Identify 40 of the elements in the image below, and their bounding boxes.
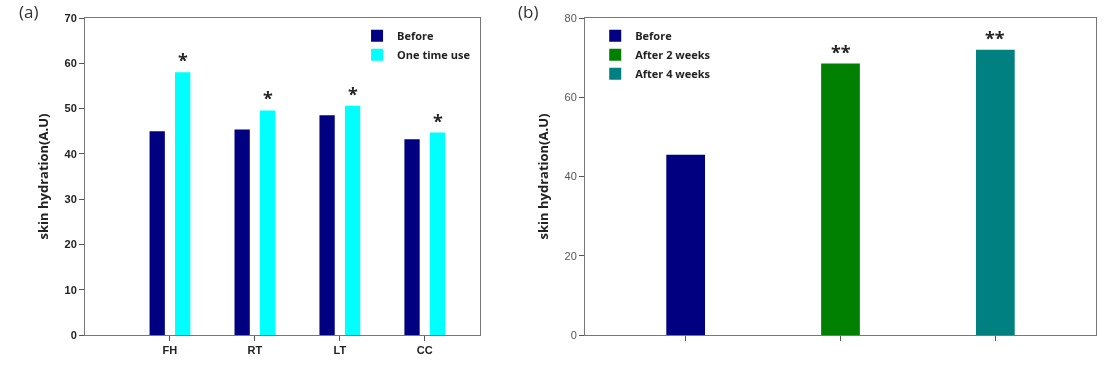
bar: [149, 131, 165, 335]
bar: [259, 110, 276, 335]
y-tick-label: 60: [564, 91, 577, 104]
y-axis-title: skin hydration(A.U): [34, 113, 53, 240]
y-axis-title: skin hydration(A.U): [534, 113, 553, 240]
bar: [344, 105, 361, 335]
legend-label: One time use: [397, 46, 471, 62]
legend-label: Before: [397, 27, 434, 43]
legend-label: After 4 weeks: [635, 65, 711, 81]
y-tick-label: 70: [64, 11, 77, 24]
annotation: *: [263, 86, 273, 110]
y-tick-label: 80: [564, 11, 577, 24]
bar: [234, 129, 250, 335]
annotation: **: [831, 40, 851, 64]
x-tick-label: FH: [162, 344, 178, 357]
y-tick-label: 40: [564, 170, 577, 183]
annotation: *: [348, 82, 358, 106]
y-tick-label: 50: [64, 102, 77, 115]
bar: [404, 139, 420, 335]
y-tick-label: 20: [64, 238, 77, 251]
y-tick-label: 30: [64, 192, 77, 205]
chart-title: (b): [518, 0, 539, 23]
bar: [175, 72, 191, 335]
annotation: *: [433, 109, 443, 133]
bar: [429, 132, 446, 335]
annotation: **: [985, 26, 1005, 50]
x-tick-label: LT: [333, 344, 347, 357]
y-tick-label: 60: [64, 57, 77, 70]
annotation: *: [178, 48, 188, 72]
x-tick-label: RT: [247, 344, 263, 357]
x-tick-label: CC: [416, 344, 433, 357]
y-tick-label: 20: [564, 249, 577, 262]
legend-label: Before: [635, 27, 673, 43]
legend-label: After 2 weeks: [635, 46, 711, 62]
y-tick-label: 0: [570, 328, 577, 341]
bar: [319, 115, 335, 335]
y-tick-label: 10: [64, 283, 77, 296]
y-tick-label: 0: [70, 328, 77, 341]
y-tick-label: 40: [64, 147, 77, 160]
chart-title: (a): [19, 0, 39, 23]
